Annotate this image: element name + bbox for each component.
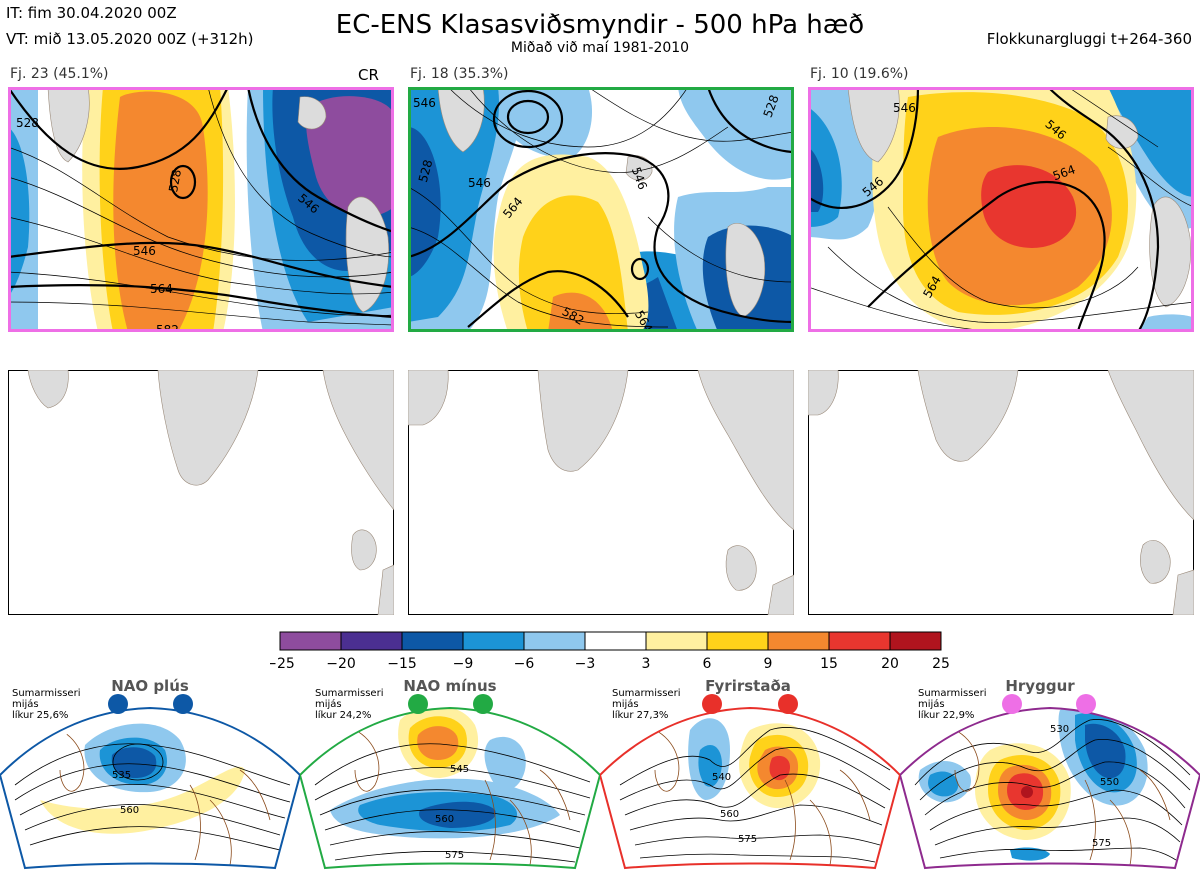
colorbar-swatch [645,631,708,651]
regime-2-marker [473,694,493,714]
regime-2-map: 545 560 575 [300,690,600,870]
regime-4-map: 530 550 575 [900,690,1200,870]
regime-3-contour-label: 560 [720,809,739,820]
regime-4-contour-label: 550 [1100,777,1119,788]
regime-4-marker [1076,694,1096,714]
regime-4-text: Sumarmisseri mijás líkur 22,9% [918,688,987,721]
cluster-3-map: 546 546 564 546 564 [808,87,1194,332]
classification-window: Flokkunargluggi t+264-360 [986,30,1192,48]
regime-2-contour-label: 575 [445,850,464,861]
cluster-2-contour-label: 546 [413,96,436,110]
colorbar-tick: 20 [881,656,899,670]
empty-map-3 [808,370,1194,615]
regime-1-contour-label: 560 [120,805,139,816]
colorbar-tick: 15 [820,656,838,670]
colorbar-tick: −15 [387,656,417,670]
colorbar-swatch [279,631,342,651]
colorbar-tick: −6 [514,656,535,670]
cluster-1-contour-label: 528 [16,116,39,130]
empty-map-2 [408,370,794,615]
cluster-3-label: Fj. 10 (19.6%) [810,66,909,82]
colorbar-swatch [340,631,403,651]
regime-2-contour-label: 545 [450,764,469,775]
cluster-1-tag: CR [358,66,379,84]
colorbar-tick: 25 [932,656,950,670]
cluster-3-contour-label: 546 [893,101,916,115]
cluster-1-contour-label: 546 [133,244,156,258]
regime-2-marker [408,694,428,714]
cluster-2-border [408,87,794,332]
colorbar-swatch [767,631,830,651]
regime-3-text: Sumarmisseri mijás líkur 27,3% [612,688,681,721]
regime-3-title: Fyrirstaða [705,677,791,695]
regime-2-contour-label: 560 [435,814,454,825]
colorbar-tick: −25 [270,656,295,670]
valid-time: VT: mið 13.05.2020 00Z (+312h) [6,30,254,48]
regime-4-marker [1002,694,1022,714]
cluster-1-contour-label: 564 [150,282,173,296]
cluster-2-contour-label: 546 [468,176,491,190]
regime-1-contour-label: 535 [112,770,131,781]
regime-2-title: NAO mínus [403,677,497,695]
colorbar-tick: −9 [453,656,474,670]
cluster-1-map: 528 528 546 546 564 582 [8,87,394,332]
cluster-1-border [8,87,394,332]
colorbar-swatch [462,631,525,651]
colorbar-tick: −3 [575,656,596,670]
regime-4-contour-label: 575 [1092,838,1111,849]
colorbar-tick: 6 [703,656,712,670]
page-subtitle: Miðað við maí 1981-2010 [510,40,690,56]
regime-1-marker [108,694,128,714]
colorbar-swatch [828,631,891,651]
colorbar: −25 −20 −15 −9 −6 −3 3 6 9 15 20 25 [265,630,950,674]
colorbar-swatch [584,631,647,651]
cluster-1-label: Fj. 23 (45.1%) [10,66,109,82]
cluster-1-contour-label: 528 [166,168,184,193]
colorbar-swatch [523,631,586,651]
empty-map-1 [8,370,394,615]
cluster-2-label: Fj. 18 (35.3%) [410,66,509,82]
regime-1-map: 535 560 [0,690,300,870]
regime-4-title: Hryggur [1005,677,1075,695]
regime-3-marker [702,694,722,714]
colorbar-swatch [889,631,942,651]
regime-3-marker [778,694,798,714]
regime-1-title: NAO plús [111,677,189,695]
initial-time: IT: fim 30.04.2020 00Z [6,4,177,22]
colorbar-tick: −20 [326,656,356,670]
regime-4-contour-label: 530 [1050,724,1069,735]
cluster-3-border [808,87,1194,332]
cluster-2-contour-label: 528 [416,158,435,184]
regime-1-text: Sumarmisseri mijás líkur 25,6% [12,688,81,721]
colorbar-swatch [706,631,769,651]
colorbar-tick: 3 [642,656,651,670]
colorbar-swatch [401,631,464,651]
regime-3-contour-label: 575 [738,834,757,845]
colorbar-tick: 9 [764,656,773,670]
regime-1-marker [173,694,193,714]
regime-2-text: Sumarmisseri mijás líkur 24,2% [315,688,384,721]
cluster-1-contour-label: 582 [156,323,179,332]
cluster-2-map: 546 528 546 564 546 582 564 528 [408,87,794,332]
regime-3-map: 540 560 575 [600,690,900,870]
regime-3-contour-label: 540 [712,772,731,783]
page-title: EC-ENS Klasasviðsmyndir - 500 hPa hæð [335,10,865,40]
